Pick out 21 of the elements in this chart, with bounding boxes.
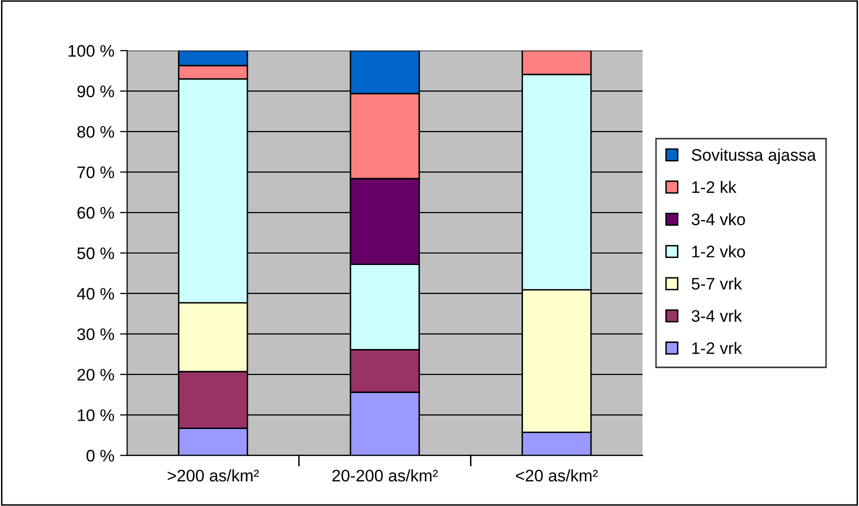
y-tick-label: 60 %: [77, 206, 114, 219]
y-tick-label: 40 %: [77, 288, 114, 300]
y-tick-label: 50 %: [77, 247, 114, 260]
y-tick-label: 90 %: [77, 85, 114, 98]
y-tick-label: 20 %: [77, 368, 114, 381]
x-tick-label: 20-200 as/km²: [332, 469, 438, 482]
x-tick-label: >200 as/km²: [168, 469, 259, 482]
legend-label: 5-7 vrk: [692, 277, 742, 290]
y-tick-label: 100 %: [68, 45, 114, 57]
legend-label: 3-4 vrk: [692, 310, 742, 322]
y-tick-label: 70 %: [78, 166, 114, 178]
y-tick-label: 0 %: [86, 450, 114, 462]
x-tick-label: <20 as/km²: [516, 469, 598, 482]
legend-label: Sovitussa ajassa: [692, 148, 816, 164]
y-tick-label: 10 %: [78, 409, 114, 422]
legend-label: 1-2 vrk: [692, 342, 742, 354]
y-tick-label: 30 %: [77, 328, 114, 340]
legend-label: 1-2 vko: [692, 245, 745, 258]
legend-label: 3-4 vko: [692, 213, 745, 226]
legend-label: 1-2 kk: [692, 180, 736, 193]
y-tick-label: 80 %: [77, 126, 114, 138]
